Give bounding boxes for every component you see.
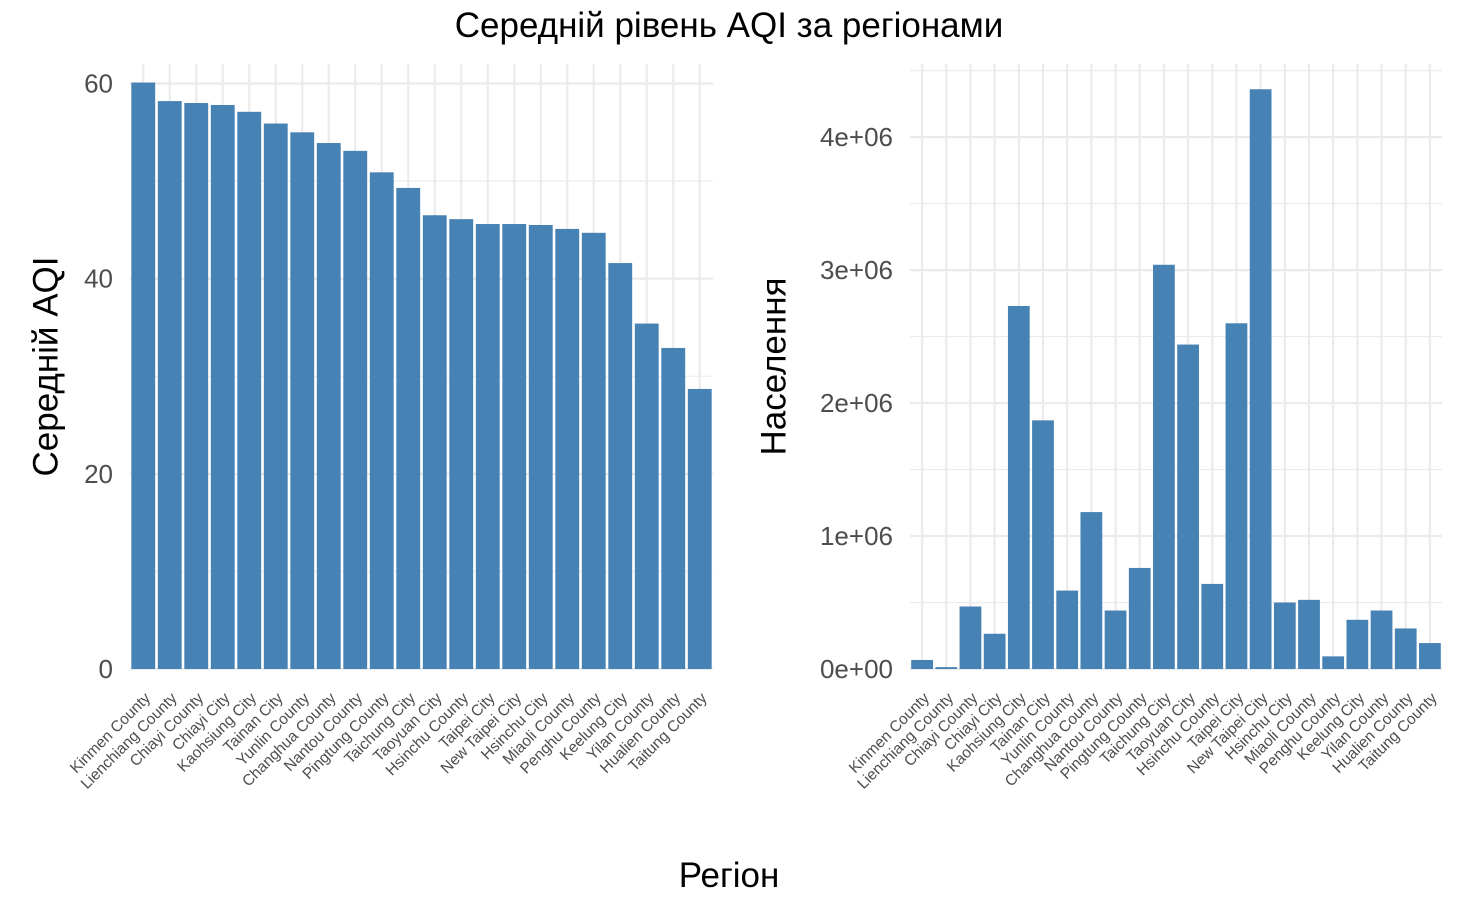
y-tick-label: 0: [99, 654, 113, 684]
bar-pingtung-county: [369, 172, 394, 669]
bar-hsinchu-city: [528, 225, 553, 670]
bar-pingtung-county: [1128, 567, 1151, 669]
bar-taitung-county: [1419, 643, 1441, 669]
y-tick-label: 20: [84, 459, 113, 489]
bar-new-taipei-city: [1249, 89, 1272, 669]
bar-hualien-county: [661, 347, 686, 669]
bar-tainan-city: [1032, 420, 1054, 669]
x-axis-label: Регіон: [678, 856, 780, 895]
y-tick-label: 2e+06: [820, 388, 893, 418]
bar-keelung-city: [1346, 619, 1369, 669]
bar-chiayi-county: [184, 103, 209, 670]
bar-kinmen-county: [911, 659, 933, 669]
bar-kinmen-county: [131, 82, 156, 669]
bar-taoyuan-city: [1177, 344, 1199, 669]
bar-miaoli-county: [1298, 599, 1320, 669]
bar-penghu-county: [1322, 656, 1345, 669]
y-tick-label: 60: [84, 69, 113, 99]
bar-chiayi-city: [983, 633, 1006, 669]
bar-taipei-city: [475, 224, 500, 669]
y-tick-label: 0e+00: [820, 654, 893, 684]
bar-taitung-county: [687, 388, 712, 669]
bar-taichung-city: [1153, 264, 1175, 669]
bar-changhua-county: [1080, 512, 1103, 669]
bar-taoyuan-city: [422, 215, 447, 669]
y-tick-label: 3e+06: [820, 255, 893, 285]
bar-taipei-city: [1225, 323, 1248, 669]
bar-kaohsiung-city: [1007, 306, 1030, 669]
bar-lienchiang-county: [157, 101, 182, 670]
bar-changhua-county: [316, 143, 341, 669]
bar-taichung-city: [396, 187, 421, 669]
bar-keelung-city: [608, 263, 633, 669]
bar-yunlin-county: [290, 132, 315, 669]
y-tick-label: 1e+06: [820, 521, 893, 551]
bar-penghu-county: [581, 232, 606, 669]
bar-chiayi-city: [210, 104, 235, 669]
bar-nantou-county: [1104, 610, 1127, 669]
bar-yunlin-county: [1056, 590, 1079, 669]
chart-title: Середній рівень AQI за регіонами: [454, 6, 1004, 45]
bar-hsinchu-county: [449, 219, 474, 669]
y-tick-label: 4e+06: [820, 122, 893, 152]
bar-tainan-city: [263, 123, 288, 670]
bar-kaohsiung-city: [237, 111, 262, 669]
bar-miaoli-county: [555, 228, 580, 669]
y-tick-label: 40: [84, 264, 113, 294]
bar-yilan-county: [1370, 610, 1393, 669]
bar-hsinchu-city: [1273, 602, 1296, 669]
y-axis-label: Населення: [754, 277, 793, 455]
bar-new-taipei-city: [502, 224, 527, 669]
bar-chiayi-county: [959, 606, 982, 669]
y-axis-label: Середній AQI: [26, 257, 65, 477]
bar-lienchiang-county: [935, 667, 958, 669]
bar-hualien-county: [1394, 628, 1417, 669]
bar-yilan-county: [634, 323, 659, 669]
bar-nantou-county: [343, 150, 368, 669]
bar-hsinchu-county: [1201, 583, 1224, 669]
